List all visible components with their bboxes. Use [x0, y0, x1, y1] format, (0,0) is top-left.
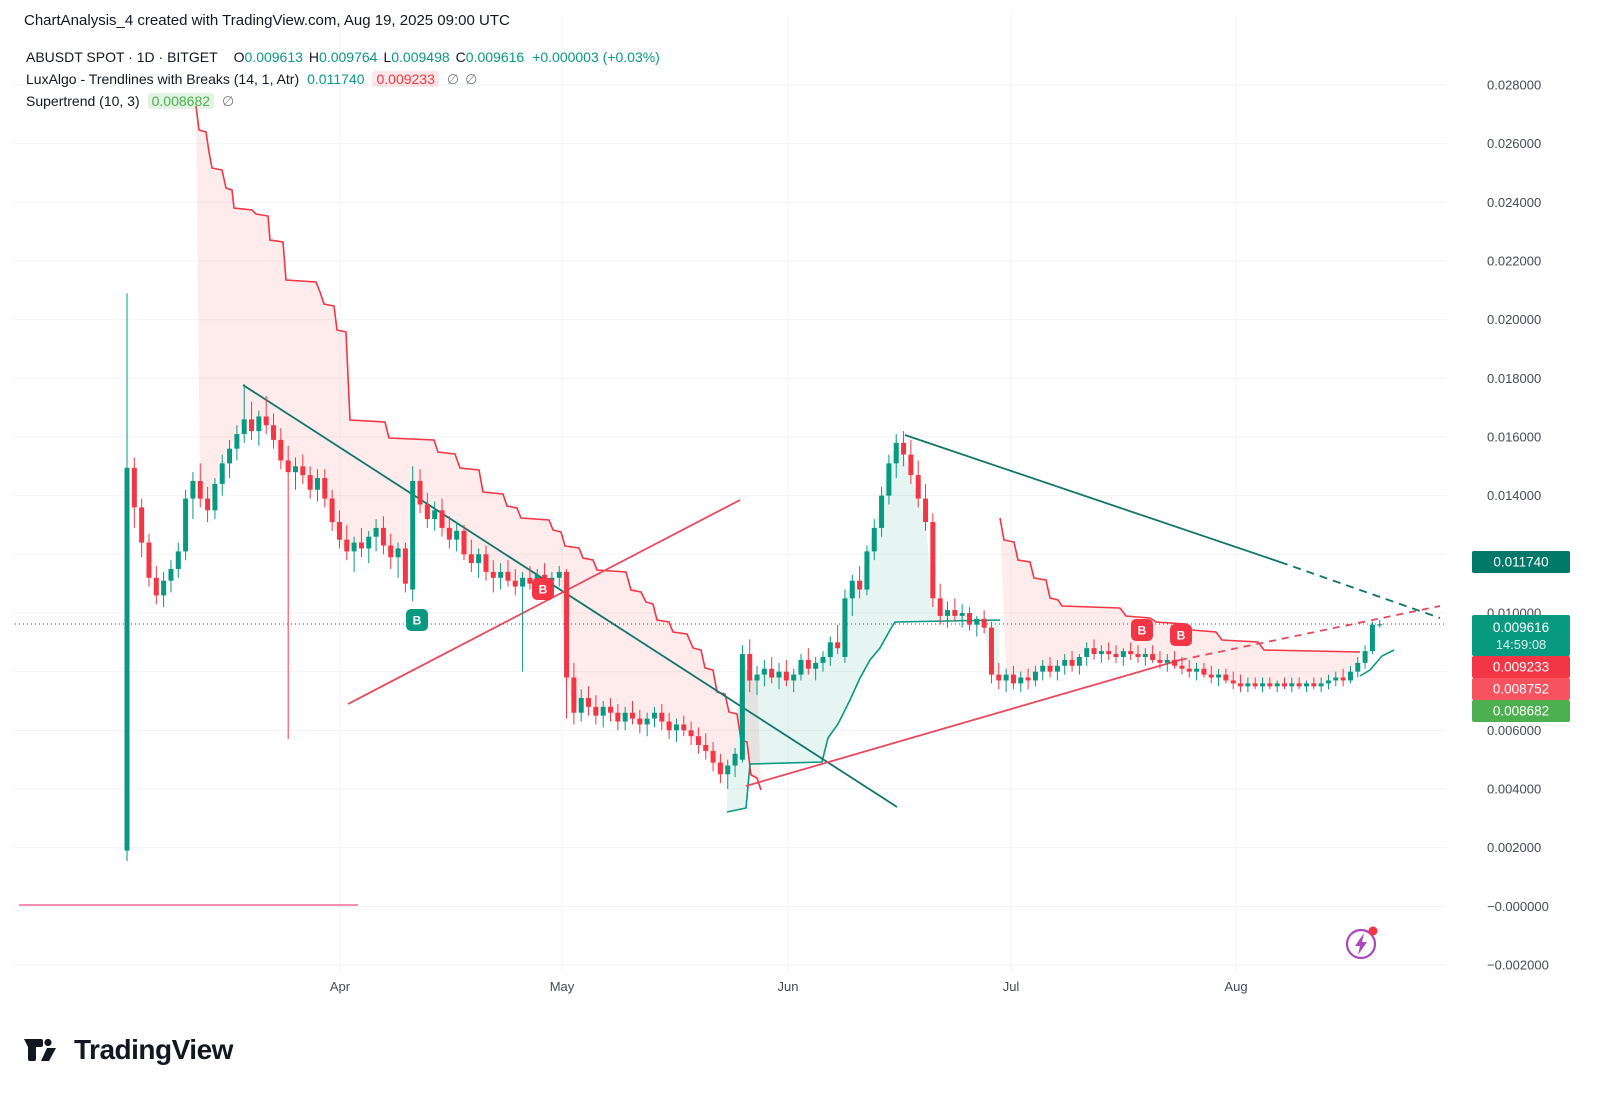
- supertrend-red2: [999, 517, 1361, 653]
- svg-text:0.024000: 0.024000: [1487, 195, 1541, 210]
- luxalgo-null-1: ∅: [446, 71, 460, 87]
- supertrend-red1: [195, 105, 762, 791]
- svg-text:0.016000: 0.016000: [1487, 429, 1541, 444]
- svg-text:B: B: [539, 583, 548, 597]
- trendlines: [242, 384, 1441, 808]
- svg-text:0.022000: 0.022000: [1487, 253, 1541, 268]
- break-signal-markers: B B B B: [406, 578, 1192, 646]
- page-title: ChartAnalysis_4 created with TradingView…: [24, 12, 510, 29]
- svg-text:0.008682: 0.008682: [1493, 704, 1549, 719]
- tradingview-logo-text: TradingView: [74, 1034, 233, 1065]
- symbol-description[interactable]: ABUSDT SPOT · 1D · BITGET: [26, 49, 218, 65]
- notification-dot: [1368, 926, 1378, 936]
- open-value: 0.009613: [244, 49, 303, 65]
- svg-text:0.018000: 0.018000: [1487, 371, 1541, 386]
- luxalgo-lower-value: 0.009233: [372, 71, 439, 87]
- change-value: +0.000003 (+0.03%): [532, 49, 660, 65]
- svg-text:B: B: [413, 614, 422, 628]
- indicator-row-supertrend[interactable]: Supertrend (10, 3) 0.008682 ∅: [26, 90, 660, 112]
- indicator-luxalgo-title[interactable]: LuxAlgo - Trendlines with Breaks (14, 1,…: [26, 71, 300, 87]
- supertrend-null: ∅: [222, 93, 235, 109]
- svg-text:0.004000: 0.004000: [1487, 781, 1541, 796]
- supertrend-green2: [1359, 649, 1395, 677]
- svg-text:0.008752: 0.008752: [1493, 682, 1549, 697]
- svg-text:B: B: [1177, 629, 1186, 643]
- low-label: L: [383, 49, 392, 65]
- svg-text:0.014000: 0.014000: [1487, 488, 1541, 503]
- svg-text:0.028000: 0.028000: [1487, 77, 1541, 92]
- high-label: H: [308, 49, 320, 65]
- open-label: O: [233, 49, 245, 65]
- symbol-row[interactable]: ABUSDT SPOT · 1D · BITGET O0.009613 H0.009…: [26, 46, 660, 68]
- tradingview-logo-icon: [24, 1038, 56, 1061]
- svg-text:0.009233: 0.009233: [1493, 660, 1549, 675]
- svg-text:14:59:08: 14:59:08: [1496, 637, 1547, 652]
- close-label: C: [455, 49, 466, 65]
- svg-text:0.006000: 0.006000: [1487, 723, 1541, 738]
- svg-text:0.009616: 0.009616: [1493, 620, 1549, 635]
- close-value: 0.009616: [465, 49, 525, 65]
- supertrend-value: 0.008682: [147, 93, 215, 109]
- svg-text:May: May: [550, 979, 575, 994]
- candles-layer: [124, 293, 1383, 861]
- svg-text:Apr: Apr: [330, 979, 351, 994]
- luxalgo-upper-value: 0.011740: [307, 71, 365, 87]
- price-axis[interactable]: 0.028000 0.026000 0.024000 0.022000 0.020000…: [1487, 77, 1549, 972]
- svg-text:Aug: Aug: [1224, 979, 1247, 994]
- legend: ABUSDT SPOT · 1D · BITGET O0.009613 H0.009…: [26, 46, 660, 112]
- luxalgo-null-2: ∅: [465, 71, 478, 87]
- tradingview-logo[interactable]: TradingView: [22, 1032, 233, 1068]
- svg-text:0.026000: 0.026000: [1487, 136, 1541, 151]
- svg-text:−0.000000: −0.000000: [1487, 899, 1549, 914]
- svg-text:Jul: Jul: [1003, 979, 1020, 994]
- svg-text:0.002000: 0.002000: [1487, 840, 1541, 855]
- svg-text:0.020000: 0.020000: [1487, 312, 1541, 327]
- supertrend-green1: [726, 619, 1001, 813]
- time-axis[interactable]: Apr May Jun Jul Aug: [330, 979, 1248, 994]
- price-axis-badges: 0.011740 0.009616 14:59:08 0.009233 0.008752…: [1472, 551, 1570, 722]
- indicator-row-luxalgo[interactable]: LuxAlgo - Trendlines with Breaks (14, 1,…: [26, 68, 660, 90]
- gridlines: [14, 14, 1446, 972]
- boost-icon[interactable]: [1345, 926, 1378, 960]
- supertrend-lines: [195, 105, 1395, 813]
- svg-text:−0.002000: −0.002000: [1487, 958, 1549, 973]
- svg-text:Jun: Jun: [778, 979, 799, 994]
- svg-text:0.011740: 0.011740: [1493, 555, 1548, 570]
- supertrend-fills: [196, 106, 1360, 812]
- indicator-supertrend-title[interactable]: Supertrend (10, 3): [26, 93, 140, 109]
- svg-text:B: B: [1138, 624, 1147, 638]
- high-value: 0.009764: [319, 49, 378, 65]
- low-value: 0.009498: [391, 49, 450, 65]
